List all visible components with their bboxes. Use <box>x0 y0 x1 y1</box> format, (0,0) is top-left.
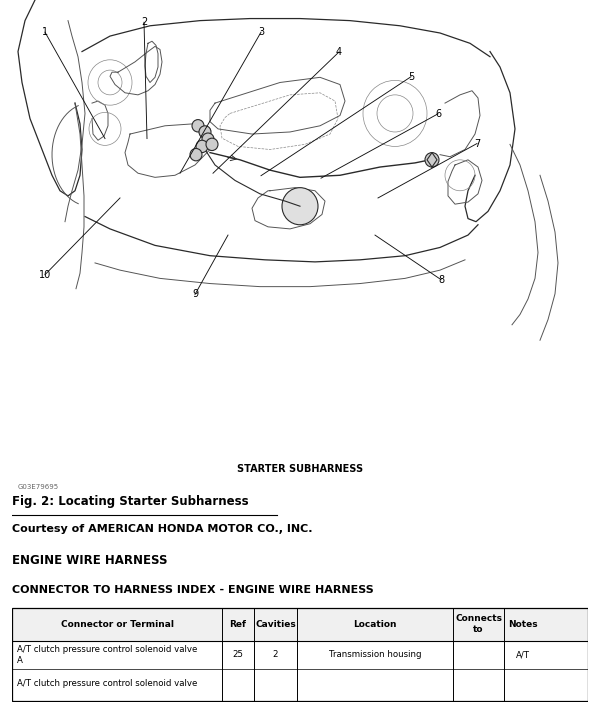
Text: 2: 2 <box>141 18 147 27</box>
Text: Courtesy of AMERICAN HONDA MOTOR CO., INC.: Courtesy of AMERICAN HONDA MOTOR CO., IN… <box>12 524 313 534</box>
Text: 7: 7 <box>474 138 480 149</box>
Text: Cavities: Cavities <box>255 620 296 629</box>
Circle shape <box>206 138 218 150</box>
FancyBboxPatch shape <box>12 608 588 641</box>
Text: Location: Location <box>353 620 397 629</box>
Text: 10: 10 <box>39 270 51 279</box>
Text: G03E79695: G03E79695 <box>18 484 59 490</box>
Circle shape <box>425 152 439 167</box>
Text: 4: 4 <box>336 47 342 57</box>
Text: Fig. 2: Locating Starter Subharness: Fig. 2: Locating Starter Subharness <box>12 495 248 508</box>
Text: CONNECTOR TO HARNESS INDEX - ENGINE WIRE HARNESS: CONNECTOR TO HARNESS INDEX - ENGINE WIRE… <box>12 585 374 595</box>
Text: A/T clutch pressure control solenoid valve: A/T clutch pressure control solenoid val… <box>17 679 197 688</box>
Text: 2: 2 <box>273 650 278 659</box>
Circle shape <box>202 133 214 145</box>
Text: A/T: A/T <box>516 650 530 659</box>
Text: Connector or Terminal: Connector or Terminal <box>61 620 173 629</box>
Circle shape <box>192 119 204 132</box>
Text: 8: 8 <box>438 274 444 284</box>
Circle shape <box>199 126 211 138</box>
Circle shape <box>282 187 318 225</box>
Text: ENGINE WIRE HARNESS: ENGINE WIRE HARNESS <box>12 555 167 567</box>
Text: Ref: Ref <box>230 620 247 629</box>
Text: STARTER SUBHARNESS: STARTER SUBHARNESS <box>237 464 363 475</box>
Text: A/T clutch pressure control solenoid valve
A: A/T clutch pressure control solenoid val… <box>17 645 197 665</box>
Text: 25: 25 <box>233 650 244 659</box>
Text: 1: 1 <box>42 27 48 37</box>
Text: 5: 5 <box>408 72 414 81</box>
Text: 9: 9 <box>192 289 198 300</box>
Circle shape <box>190 148 202 161</box>
Text: Transmission housing: Transmission housing <box>329 650 421 659</box>
Text: 6: 6 <box>435 109 441 119</box>
Text: Connects
to: Connects to <box>455 614 502 634</box>
Text: 3: 3 <box>258 27 264 37</box>
Text: Notes: Notes <box>508 620 538 629</box>
Circle shape <box>196 140 208 152</box>
